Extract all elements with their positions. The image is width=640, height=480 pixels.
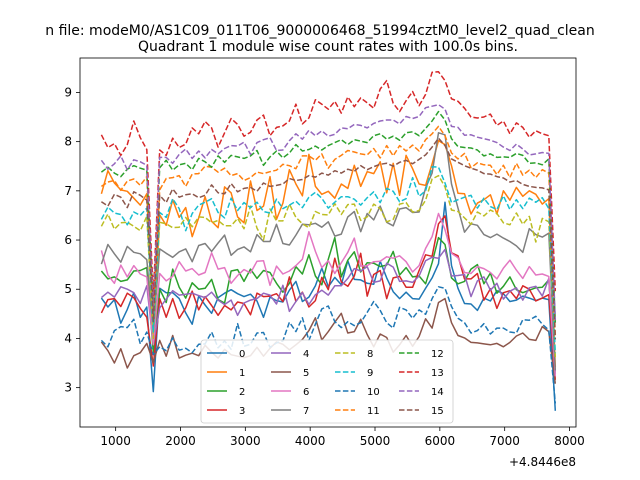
legend-label-12: 12 [431, 349, 444, 360]
legend-label-6: 6 [303, 387, 309, 398]
x-tick-label: 2000 [165, 434, 196, 448]
y-tick-label: 9 [64, 85, 72, 99]
series-line-14 [100, 103, 557, 321]
series-line-8 [100, 174, 557, 358]
x-axis-offset-label: +4.8446e8 [509, 455, 576, 469]
legend-label-1: 1 [239, 368, 245, 379]
legend-label-9: 9 [367, 368, 373, 379]
y-tick-label: 7 [64, 184, 72, 198]
series-line-2 [100, 236, 557, 374]
series-line-15 [100, 137, 557, 340]
legend-label-8: 8 [367, 349, 373, 360]
legend-label-2: 2 [239, 387, 245, 398]
series-line-13 [100, 71, 557, 297]
y-tick-label: 5 [64, 282, 72, 296]
series-line-6 [100, 212, 557, 377]
series-line-11 [100, 125, 557, 336]
y-tick-label: 3 [64, 381, 72, 395]
legend-label-15: 15 [431, 406, 444, 417]
series-line-10 [100, 286, 557, 404]
x-axis-ticks: 1000 2000 3000 4000 5000 6000 7000 8000 [100, 427, 585, 448]
x-tick-label: 3000 [230, 434, 261, 448]
legend-label-7: 7 [303, 406, 309, 417]
x-tick-label: 4000 [295, 434, 326, 448]
y-tick-label: 6 [64, 233, 72, 247]
x-tick-label: 8000 [554, 434, 585, 448]
legend-label-3: 3 [239, 406, 245, 417]
series-line-9 [100, 165, 557, 354]
legend-label-14: 14 [431, 387, 444, 398]
legend-label-5: 5 [303, 368, 309, 379]
series-line-1 [100, 139, 557, 368]
x-tick-label: 1000 [100, 434, 131, 448]
legend-label-4: 4 [303, 349, 309, 360]
x-tick-label: 5000 [360, 434, 391, 448]
figure-suptitle: n file: modeM0/AS1C09_011T06_9000006468_… [45, 23, 594, 39]
series-line-12 [100, 110, 557, 323]
series-line-7 [100, 132, 557, 371]
y-axis-ticks: 3 4 5 6 7 8 9 [64, 85, 80, 395]
series-line-5 [100, 297, 557, 384]
legend-label-0: 0 [239, 349, 245, 360]
legend-label-10: 10 [367, 387, 380, 398]
legend-label-11: 11 [367, 406, 380, 417]
x-tick-label: 7000 [489, 434, 520, 448]
plot-area: 1000 2000 3000 4000 5000 6000 7000 8000 3 4 5 6 7 8 9… [64, 57, 585, 469]
axes-frame [79, 57, 577, 428]
series-line-3 [100, 215, 557, 380]
legend-label-13: 13 [431, 368, 444, 379]
y-tick-label: 8 [64, 135, 72, 149]
x-tick-label: 6000 [425, 434, 456, 448]
legend-box [200, 339, 454, 424]
series-line-4 [100, 248, 557, 374]
series-layer [100, 71, 557, 411]
chart-title: Quadrant 1 module wise count rates with … [138, 39, 518, 55]
y-tick-label: 4 [64, 331, 72, 345]
